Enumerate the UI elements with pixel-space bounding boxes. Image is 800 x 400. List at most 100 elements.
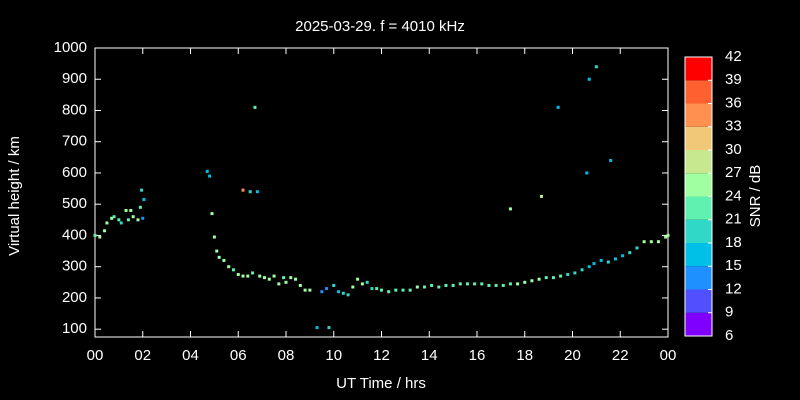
data-point bbox=[375, 287, 379, 291]
data-point bbox=[332, 283, 336, 287]
colorbar-tick-label: 9 bbox=[725, 304, 733, 321]
chart-title: 2025-03-29. f = 4010 kHz bbox=[295, 18, 465, 35]
data-point bbox=[444, 283, 448, 287]
data-point bbox=[621, 254, 625, 258]
colorbar-band bbox=[685, 312, 712, 336]
data-point bbox=[272, 274, 276, 278]
data-point bbox=[208, 174, 212, 178]
data-point bbox=[298, 283, 302, 287]
x-axis-label: UT Time / hrs bbox=[336, 375, 426, 392]
colorbar-band bbox=[685, 173, 712, 197]
data-point bbox=[119, 221, 123, 225]
data-point bbox=[258, 274, 262, 278]
data-point bbox=[487, 283, 491, 287]
data-point bbox=[277, 282, 281, 286]
y-axis-label: Virtual height / km bbox=[6, 136, 23, 256]
data-point bbox=[284, 280, 288, 284]
data-point bbox=[215, 249, 219, 253]
data-point bbox=[117, 218, 121, 222]
data-point bbox=[551, 276, 555, 280]
data-point bbox=[105, 221, 109, 225]
data-point bbox=[365, 280, 369, 284]
data-point bbox=[263, 276, 267, 280]
data-point bbox=[337, 290, 341, 294]
y-tick-label: 900 bbox=[62, 70, 87, 87]
y-tick-label: 800 bbox=[62, 101, 87, 118]
data-point bbox=[508, 207, 512, 211]
colorbar-band bbox=[685, 243, 712, 267]
data-point bbox=[494, 283, 498, 287]
data-point bbox=[227, 265, 231, 269]
data-point bbox=[267, 277, 271, 281]
data-point bbox=[437, 285, 441, 289]
data-point bbox=[649, 240, 653, 244]
data-point bbox=[599, 258, 603, 262]
x-tick-label: 02 bbox=[134, 347, 151, 364]
data-point bbox=[140, 188, 144, 192]
data-point bbox=[308, 288, 312, 292]
x-tick-label: 00 bbox=[87, 347, 104, 364]
data-point bbox=[656, 240, 660, 244]
x-tick-label: 12 bbox=[373, 347, 390, 364]
colorbar-tick-label: 39 bbox=[725, 71, 742, 88]
x-tick-label: 18 bbox=[516, 347, 533, 364]
data-point bbox=[346, 293, 350, 297]
data-point bbox=[451, 283, 455, 287]
data-point bbox=[594, 65, 598, 69]
y-tick-label: 200 bbox=[62, 289, 87, 306]
data-point bbox=[212, 235, 216, 239]
colorbar-tick-label: 24 bbox=[725, 187, 742, 204]
y-tick-label: 400 bbox=[62, 226, 87, 243]
data-point bbox=[458, 282, 462, 286]
y-tick-label: 1000 bbox=[54, 39, 87, 56]
data-point bbox=[609, 158, 613, 162]
plot-frame bbox=[94, 47, 669, 338]
data-point bbox=[98, 235, 102, 239]
data-point bbox=[141, 216, 145, 220]
data-point bbox=[408, 288, 412, 292]
data-point bbox=[508, 282, 512, 286]
x-tick-label: 10 bbox=[325, 347, 342, 364]
data-point bbox=[556, 105, 560, 109]
data-point bbox=[251, 271, 255, 275]
data-point bbox=[126, 218, 130, 222]
data-point bbox=[401, 288, 405, 292]
data-point bbox=[587, 77, 591, 81]
data-point bbox=[606, 260, 610, 264]
colorbar-band bbox=[685, 103, 712, 127]
colorbar-label: SNR / dB bbox=[747, 165, 764, 228]
colorbar-tick-label: 12 bbox=[725, 280, 742, 297]
data-point bbox=[530, 279, 534, 283]
colorbar-band bbox=[685, 266, 712, 290]
colorbar-band bbox=[685, 57, 712, 81]
data-point bbox=[315, 326, 319, 330]
colorbar-tick-label: 30 bbox=[725, 141, 742, 158]
data-point bbox=[231, 268, 235, 272]
data-point bbox=[110, 216, 114, 220]
y-tick-label: 700 bbox=[62, 133, 87, 150]
data-point bbox=[370, 287, 374, 291]
colorbar-tick-label: 18 bbox=[725, 234, 742, 251]
colorbar-band bbox=[685, 289, 712, 313]
data-point bbox=[217, 255, 221, 259]
y-tick-label: 100 bbox=[62, 320, 87, 337]
data-point bbox=[537, 277, 541, 281]
data-point bbox=[236, 273, 240, 277]
colorbar-tick-label: 21 bbox=[725, 211, 742, 228]
data-point bbox=[587, 265, 591, 269]
x-tick-label: 08 bbox=[278, 347, 295, 364]
colorbar-band bbox=[685, 196, 712, 220]
data-point bbox=[387, 290, 391, 294]
data-point bbox=[523, 280, 527, 284]
data-point bbox=[131, 215, 135, 219]
data-point bbox=[664, 235, 668, 239]
data-point bbox=[222, 258, 226, 262]
data-point bbox=[356, 277, 360, 281]
colorbar-band bbox=[685, 80, 712, 104]
data-point bbox=[585, 171, 589, 175]
data-point bbox=[635, 246, 639, 250]
data-point bbox=[351, 285, 355, 289]
data-point bbox=[430, 283, 434, 287]
x-tick-label: 00 bbox=[660, 347, 677, 364]
